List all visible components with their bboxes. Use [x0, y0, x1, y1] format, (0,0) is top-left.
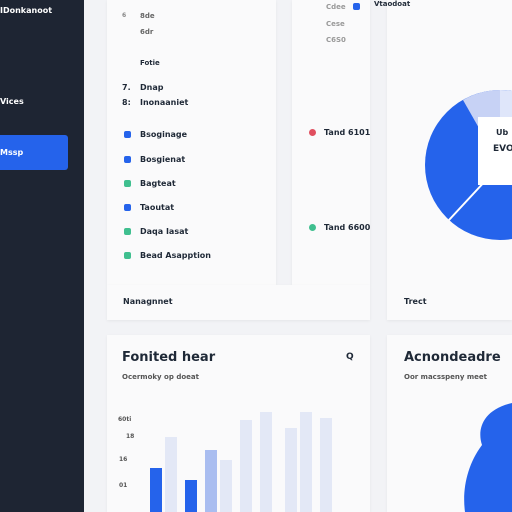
nav-active[interactable]	[0, 135, 68, 170]
row: C6S0	[326, 36, 346, 44]
icon	[124, 204, 131, 211]
tick-label: 60ti	[118, 416, 132, 423]
bar-chart	[150, 412, 332, 512]
row: 6	[122, 12, 127, 19]
search[interactable]: Q	[346, 352, 354, 362]
list-item[interactable]: Bosgienat	[140, 155, 186, 164]
tick-label: 16	[119, 456, 128, 463]
bar	[300, 412, 312, 512]
alert: Tand 6101	[324, 128, 371, 137]
list-item[interactable]: Bead Asapption	[140, 251, 211, 260]
row-num: 7.	[122, 83, 131, 92]
list-item[interactable]: Bagteat	[140, 179, 176, 188]
row: 8de	[140, 12, 155, 20]
chart-subtitle: Ocermoky op doeat	[122, 373, 199, 381]
footer-label: Trect	[404, 297, 427, 306]
row: Cese	[326, 20, 345, 28]
footer	[107, 285, 370, 320]
blob-shape	[464, 403, 512, 512]
footer-label: Nanagnnet	[123, 297, 173, 306]
bar	[320, 418, 332, 512]
chart-title: Fonited hear	[122, 350, 216, 365]
bar	[240, 420, 252, 512]
brand: IDonkanoot	[0, 6, 53, 15]
icon	[124, 131, 131, 138]
card-subtitle: Oor macsspeny meet	[404, 373, 488, 381]
bar	[165, 437, 177, 512]
row: Dnap	[140, 83, 164, 92]
pie-label-box	[478, 117, 512, 185]
bar	[260, 412, 272, 512]
pie-title: Vtaodoat	[374, 0, 411, 8]
bar	[150, 468, 162, 512]
bar	[205, 450, 217, 512]
nav-item[interactable]: Mssp	[0, 148, 24, 157]
card-title: Acnondeadre	[404, 350, 501, 365]
icon	[309, 224, 316, 231]
pie-label: EVO	[493, 144, 512, 154]
blob	[464, 403, 512, 512]
pie	[425, 90, 512, 240]
icon	[124, 180, 131, 187]
row: 6dr	[140, 28, 154, 36]
list-item[interactable]: Taoutat	[140, 203, 175, 212]
icon	[124, 228, 131, 235]
panel	[292, 0, 370, 285]
list-item[interactable]: Bsoginage	[140, 130, 188, 139]
tick-label: 18	[126, 433, 135, 440]
bar	[285, 428, 297, 512]
sidebar	[0, 0, 84, 512]
bar	[220, 460, 232, 512]
row: Cdee	[326, 3, 346, 11]
row-num: 8:	[122, 98, 131, 107]
icon	[309, 129, 316, 136]
row: Inonaaniet	[140, 98, 189, 107]
icon	[353, 3, 360, 10]
icon	[124, 156, 131, 163]
panel	[107, 0, 276, 285]
list-item[interactable]: Daqa Iasat	[140, 227, 189, 236]
row: Fotie	[140, 59, 160, 67]
icon	[124, 252, 131, 259]
alert: Tand 6600	[324, 223, 371, 232]
tick-label: 01	[119, 482, 128, 489]
pie-label: Ub	[496, 128, 509, 137]
bar	[185, 480, 197, 512]
nav-item[interactable]: Vices	[0, 97, 24, 106]
